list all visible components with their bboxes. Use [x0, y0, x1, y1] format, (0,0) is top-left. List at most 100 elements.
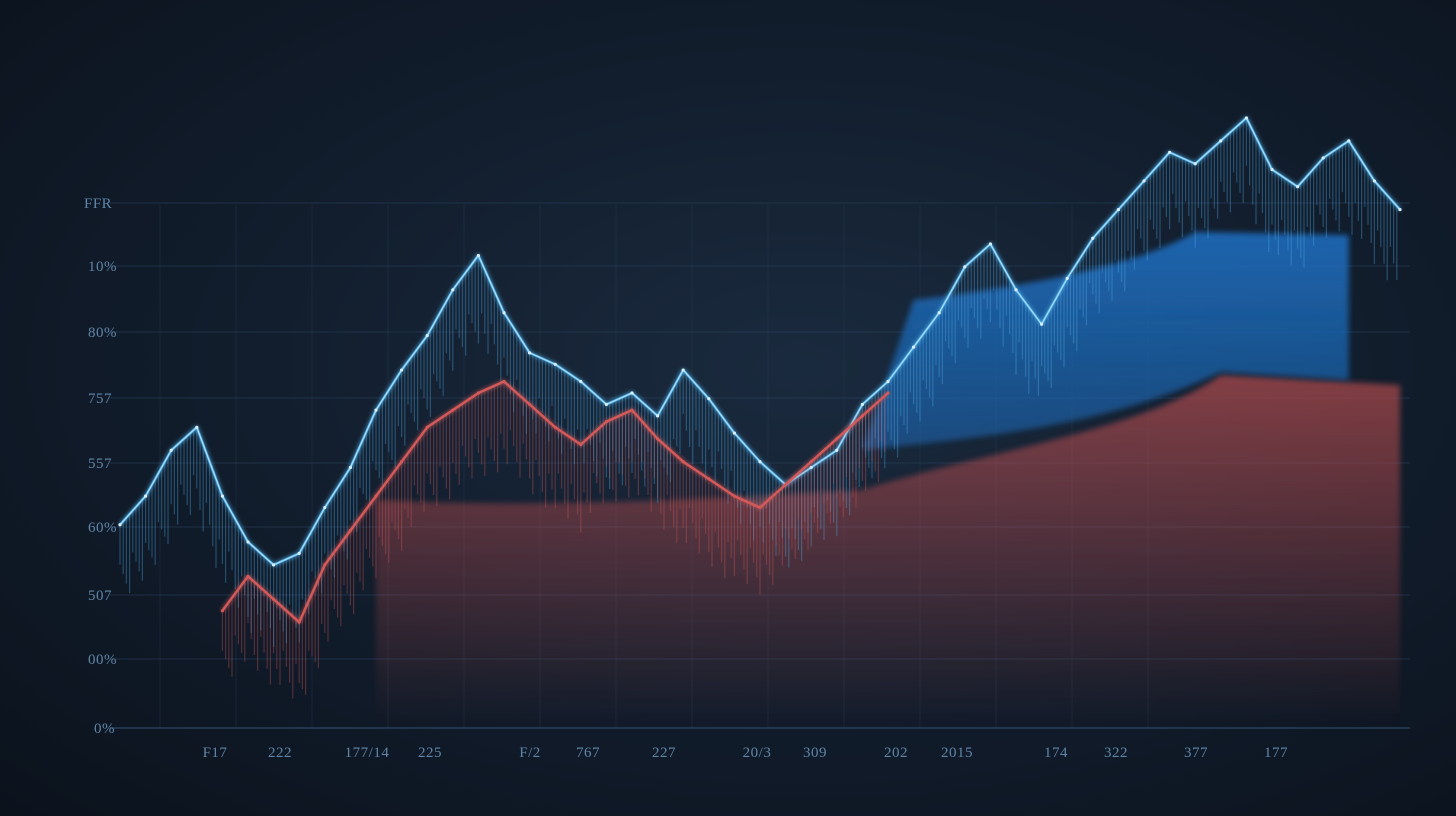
x-tick-label: 225 — [418, 745, 442, 761]
data-point — [988, 242, 993, 246]
data-point — [118, 523, 122, 527]
data-point — [1065, 276, 1069, 280]
data-point — [144, 494, 148, 498]
data-point — [425, 334, 429, 338]
data-point — [1040, 322, 1044, 326]
chart-series — [118, 116, 1402, 624]
data-point — [272, 597, 276, 601]
data-point — [681, 368, 685, 372]
data-point — [1014, 288, 1018, 292]
x-tick-label: 377 — [1184, 745, 1208, 761]
data-point — [425, 425, 429, 429]
data-point — [937, 311, 941, 315]
data-point — [297, 551, 301, 556]
data-point — [246, 574, 250, 578]
y-tick-label: 757 — [88, 391, 112, 407]
data-point — [860, 402, 865, 407]
y-axis-ticks: FFR 10% 80% 757 557 60% 507 00% 0% — [84, 196, 117, 737]
data-point — [656, 437, 660, 441]
data-point — [860, 414, 865, 418]
data-point — [297, 620, 301, 624]
data-point — [169, 448, 173, 452]
data-point — [400, 368, 404, 372]
data-point — [323, 563, 327, 567]
data-point — [220, 494, 224, 498]
y-tick-label: 0% — [94, 721, 115, 737]
data-point — [348, 465, 352, 470]
data-point — [323, 505, 327, 510]
data-point — [502, 311, 506, 315]
data-point — [220, 609, 224, 613]
data-point — [630, 408, 634, 412]
data-point — [451, 408, 455, 412]
data-point — [195, 425, 199, 429]
y-tick-label: 557 — [88, 456, 112, 472]
data-point — [1296, 185, 1300, 189]
data-point — [1219, 139, 1223, 143]
y-tick-label: 00% — [88, 652, 117, 668]
x-tick-label: F/2 — [519, 745, 541, 761]
data-point — [579, 379, 583, 384]
data-point — [1347, 139, 1351, 143]
y-tick-label: 507 — [88, 588, 112, 604]
data-point — [809, 460, 813, 464]
data-point — [707, 397, 711, 401]
x-tick-label: 20/3 — [743, 745, 772, 761]
x-tick-label: 174 — [1044, 745, 1068, 761]
data-point — [835, 437, 839, 441]
data-point — [758, 460, 762, 464]
blue-area-band — [862, 232, 1349, 450]
data-point — [1244, 116, 1248, 120]
data-point — [553, 425, 557, 429]
data-point — [1193, 162, 1197, 166]
data-point — [400, 460, 404, 464]
data-point — [1116, 208, 1120, 212]
x-tick-label: 227 — [652, 745, 676, 761]
data-point — [374, 408, 378, 412]
data-point — [528, 402, 532, 407]
chart-bands — [376, 232, 1400, 728]
x-tick-label: 177/14 — [345, 745, 390, 761]
data-point — [1091, 236, 1095, 240]
data-point — [528, 351, 532, 355]
data-point — [835, 448, 839, 452]
data-point — [476, 391, 480, 395]
y-tick-label: 60% — [88, 520, 117, 536]
data-point — [732, 494, 737, 498]
data-point — [374, 494, 378, 498]
data-point — [1168, 150, 1172, 154]
x-tick-label: 309 — [803, 745, 827, 761]
data-point — [1142, 179, 1146, 183]
data-point — [630, 391, 634, 395]
x-tick-label: 202 — [884, 745, 908, 761]
data-point — [732, 431, 737, 435]
x-tick-label: 767 — [576, 745, 600, 761]
data-point — [912, 345, 916, 349]
red-area-band — [376, 375, 1400, 728]
chart-spikes — [119, 117, 1398, 699]
data-point — [451, 288, 455, 292]
data-point — [1321, 156, 1325, 160]
x-tick-label: 322 — [1104, 745, 1128, 761]
data-point — [681, 460, 685, 464]
data-point — [553, 362, 557, 366]
data-point — [707, 477, 711, 481]
y-tick-label: 80% — [88, 325, 117, 341]
x-axis-ticks: F17 222 177/14 225 F/2 767 227 20/3 309 202 2015 17… — [203, 745, 1288, 761]
data-point — [963, 265, 967, 269]
x-tick-label: 2015 — [941, 745, 973, 761]
x-tick-label: 222 — [268, 745, 292, 761]
data-point — [272, 563, 276, 567]
data-point — [784, 483, 788, 487]
data-point — [604, 420, 609, 424]
y-tick-label: FFR — [84, 196, 112, 212]
data-point — [1372, 179, 1376, 183]
data-point — [1270, 167, 1274, 172]
x-tick-label: 177 — [1264, 745, 1288, 761]
data-point — [809, 465, 813, 470]
data-point — [886, 379, 890, 384]
data-point — [246, 540, 250, 544]
data-point — [348, 528, 352, 533]
data-point — [579, 442, 583, 447]
